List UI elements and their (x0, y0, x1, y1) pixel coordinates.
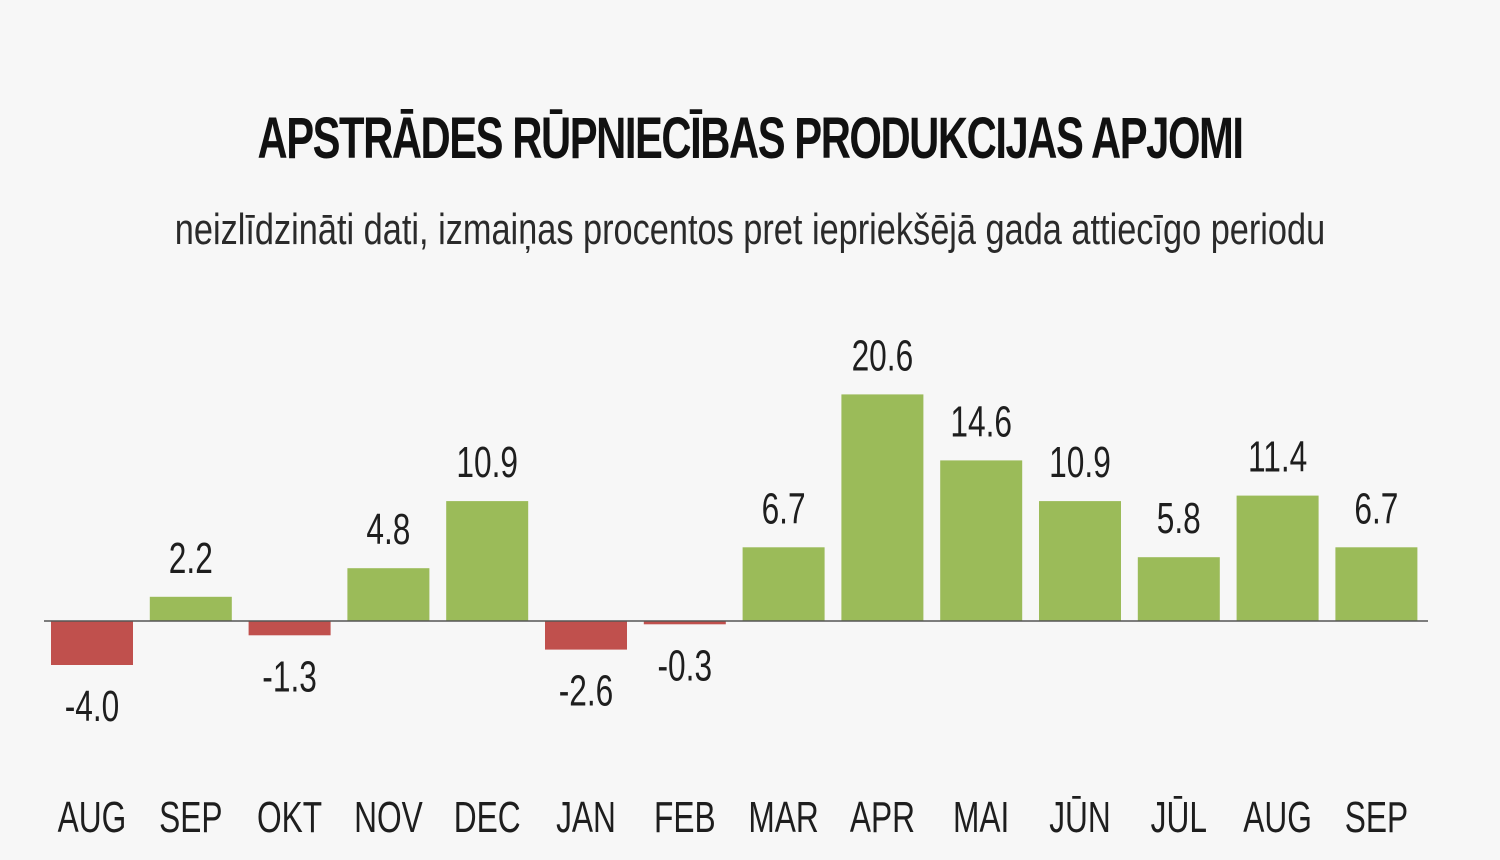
tick-labels-group: AUG SEP OKT NOV DEC JAN FEB MAR APR MAI JŪN JŪL AUG S… (58, 793, 1408, 842)
value-label-3: 4.8 (366, 505, 410, 554)
bar-jan-5 (545, 621, 627, 650)
bar-nov-3 (347, 568, 430, 621)
value-label-4: 10.9 (456, 438, 518, 487)
tick-label-9: MAI (953, 793, 1009, 842)
tick-label-1: SEP (159, 793, 222, 842)
bar-mar-7 (742, 547, 825, 621)
bar-aug-0 (51, 621, 133, 665)
bar-aug-12 (1236, 495, 1319, 621)
value-label-10: 10.9 (1049, 438, 1111, 487)
value-label-13: 6.7 (1354, 484, 1398, 533)
tick-label-0: AUG (58, 793, 127, 842)
tick-label-12: AUG (1243, 793, 1312, 842)
value-label-8: 20.6 (852, 331, 914, 380)
chart-title: APSTRĀDES RŪPNIECĪBAS PRODUKCIJAS APJOMI (257, 106, 1243, 171)
tick-label-2: OKT (257, 793, 322, 842)
bar-sep-13 (1335, 547, 1418, 621)
value-label-0: -4.0 (65, 682, 120, 731)
value-labels-group: -4.0 2.2 -1.3 4.8 10.9 -2.6 -0.3 6.7 20.6 14.6 10.… (65, 331, 1399, 731)
tick-label-4: DEC (454, 793, 521, 842)
value-label-9: 14.6 (950, 397, 1012, 446)
bars-group (51, 394, 1418, 665)
tick-label-13: SEP (1345, 793, 1408, 842)
bar-jūl-11 (1137, 557, 1220, 621)
bar-jūn-10 (1039, 501, 1121, 621)
bar-dec-4 (446, 501, 529, 621)
tick-label-11: JŪL (1151, 793, 1207, 842)
bar-feb-6 (643, 621, 726, 625)
bar-sep-1 (149, 596, 232, 621)
tick-label-8: APR (850, 793, 915, 842)
value-label-7: 6.7 (762, 484, 806, 533)
bar-okt-2 (248, 621, 331, 636)
tick-label-3: NOV (354, 793, 423, 842)
value-label-5: -2.6 (559, 667, 614, 716)
bar-apr-8 (841, 394, 924, 621)
tick-label-6: FEB (654, 793, 716, 842)
bar-mai-9 (940, 460, 1023, 621)
value-label-6: -0.3 (658, 641, 713, 690)
value-label-11: 5.8 (1157, 494, 1201, 543)
value-label-2: -1.3 (262, 652, 317, 701)
tick-label-10: JŪN (1049, 793, 1111, 842)
value-label-12: 11.4 (1248, 433, 1307, 482)
chart-subtitle: neizlīdzināti dati, izmaiņas procentos p… (174, 205, 1326, 254)
tick-label-7: MAR (748, 793, 818, 842)
tick-label-5: JAN (556, 793, 616, 842)
value-label-1: 2.2 (169, 534, 213, 583)
